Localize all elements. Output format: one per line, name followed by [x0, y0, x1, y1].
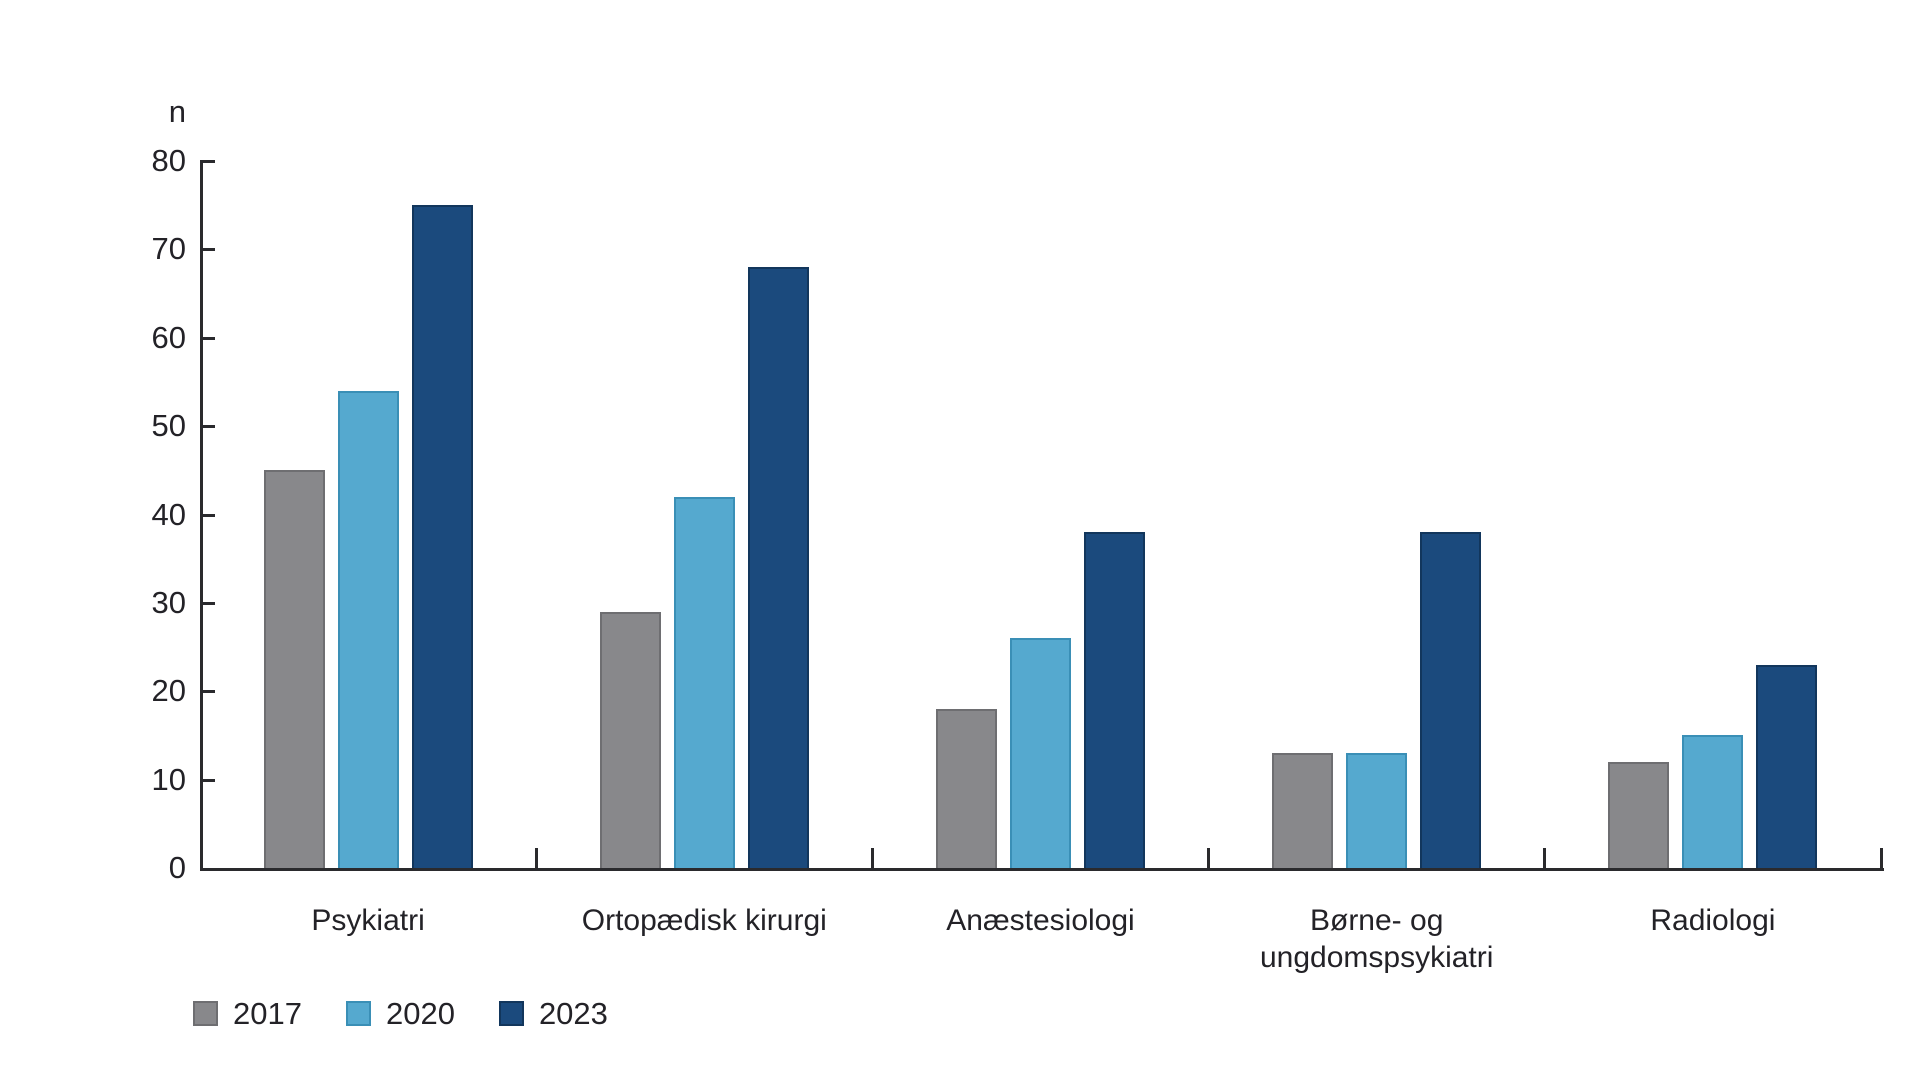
legend-swatch-2020	[345, 1001, 371, 1026]
bar-2020-category-3	[1346, 753, 1408, 868]
y-tick-label-70: 70	[151, 231, 186, 267]
x-category-label-2: Anæstesiologi	[946, 904, 1135, 937]
y-tick-80	[200, 160, 215, 163]
bar-2023-category-4	[1756, 664, 1818, 868]
y-tick-30	[200, 601, 215, 605]
y-tick-label-60: 60	[151, 319, 186, 355]
x-group-tick-4	[1543, 848, 1547, 868]
x-group-tick-3	[1207, 848, 1211, 868]
y-axis-unit-label: n	[168, 94, 186, 129]
bar-2017-category-4	[1608, 761, 1670, 868]
y-tick-label-10: 10	[151, 761, 186, 797]
bar-2023-category-2	[1084, 532, 1145, 868]
bar-2023-category-0	[411, 205, 473, 868]
y-tick-label-40: 40	[151, 496, 186, 532]
bar-2020-category-0	[337, 390, 399, 868]
bar-2017-category-1	[599, 611, 661, 868]
y-tick-label-80: 80	[151, 143, 186, 178]
bar-2020-category-1	[673, 496, 735, 868]
legend-swatch-2023	[498, 1001, 524, 1026]
legend-label-2020: 2020	[385, 996, 455, 1031]
x-group-tick-1	[534, 848, 538, 868]
legend-swatch-2017	[193, 1001, 218, 1026]
y-tick-label-20: 20	[151, 673, 186, 709]
y-tick-10	[200, 778, 215, 782]
legend-item-2017: 2017	[193, 998, 302, 1029]
x-group-tick-2	[870, 848, 874, 868]
x-category-label-0: Psykiatri	[311, 904, 425, 937]
legend-label-2017: 2017	[233, 996, 302, 1031]
x-category-label-3: Børne- og ungdomspsykiatri	[1259, 904, 1494, 974]
bar-2020-category-4	[1682, 735, 1744, 868]
y-tick-60	[200, 336, 215, 340]
legend-label-2023: 2023	[538, 996, 608, 1031]
x-category-label-1: Ortopædisk kirurgi	[581, 904, 827, 937]
y-tick-40	[200, 513, 215, 517]
y-tick-50	[200, 425, 215, 429]
bar-2023-category-1	[747, 267, 809, 868]
bar-2020-category-2	[1010, 638, 1071, 868]
legend: 2017 2020 2023	[193, 998, 608, 1029]
bar-2017-category-3	[1272, 753, 1334, 868]
bar-2023-category-3	[1420, 532, 1482, 868]
y-tick-label-0: 0	[168, 850, 186, 885]
bar-2017-category-0	[263, 470, 325, 868]
legend-item-2020: 2020	[345, 996, 455, 1031]
bar-2017-category-2	[936, 708, 997, 868]
y-tick-70	[200, 248, 215, 252]
y-tick-20	[200, 690, 215, 694]
y-tick-label-30: 30	[151, 584, 186, 620]
x-axis-line	[200, 868, 1884, 871]
x-category-label-4: Radiologi	[1650, 904, 1776, 937]
legend-item-2023: 2023	[498, 996, 608, 1031]
y-tick-label-50: 50	[151, 408, 186, 444]
x-group-tick-5	[1879, 848, 1883, 868]
